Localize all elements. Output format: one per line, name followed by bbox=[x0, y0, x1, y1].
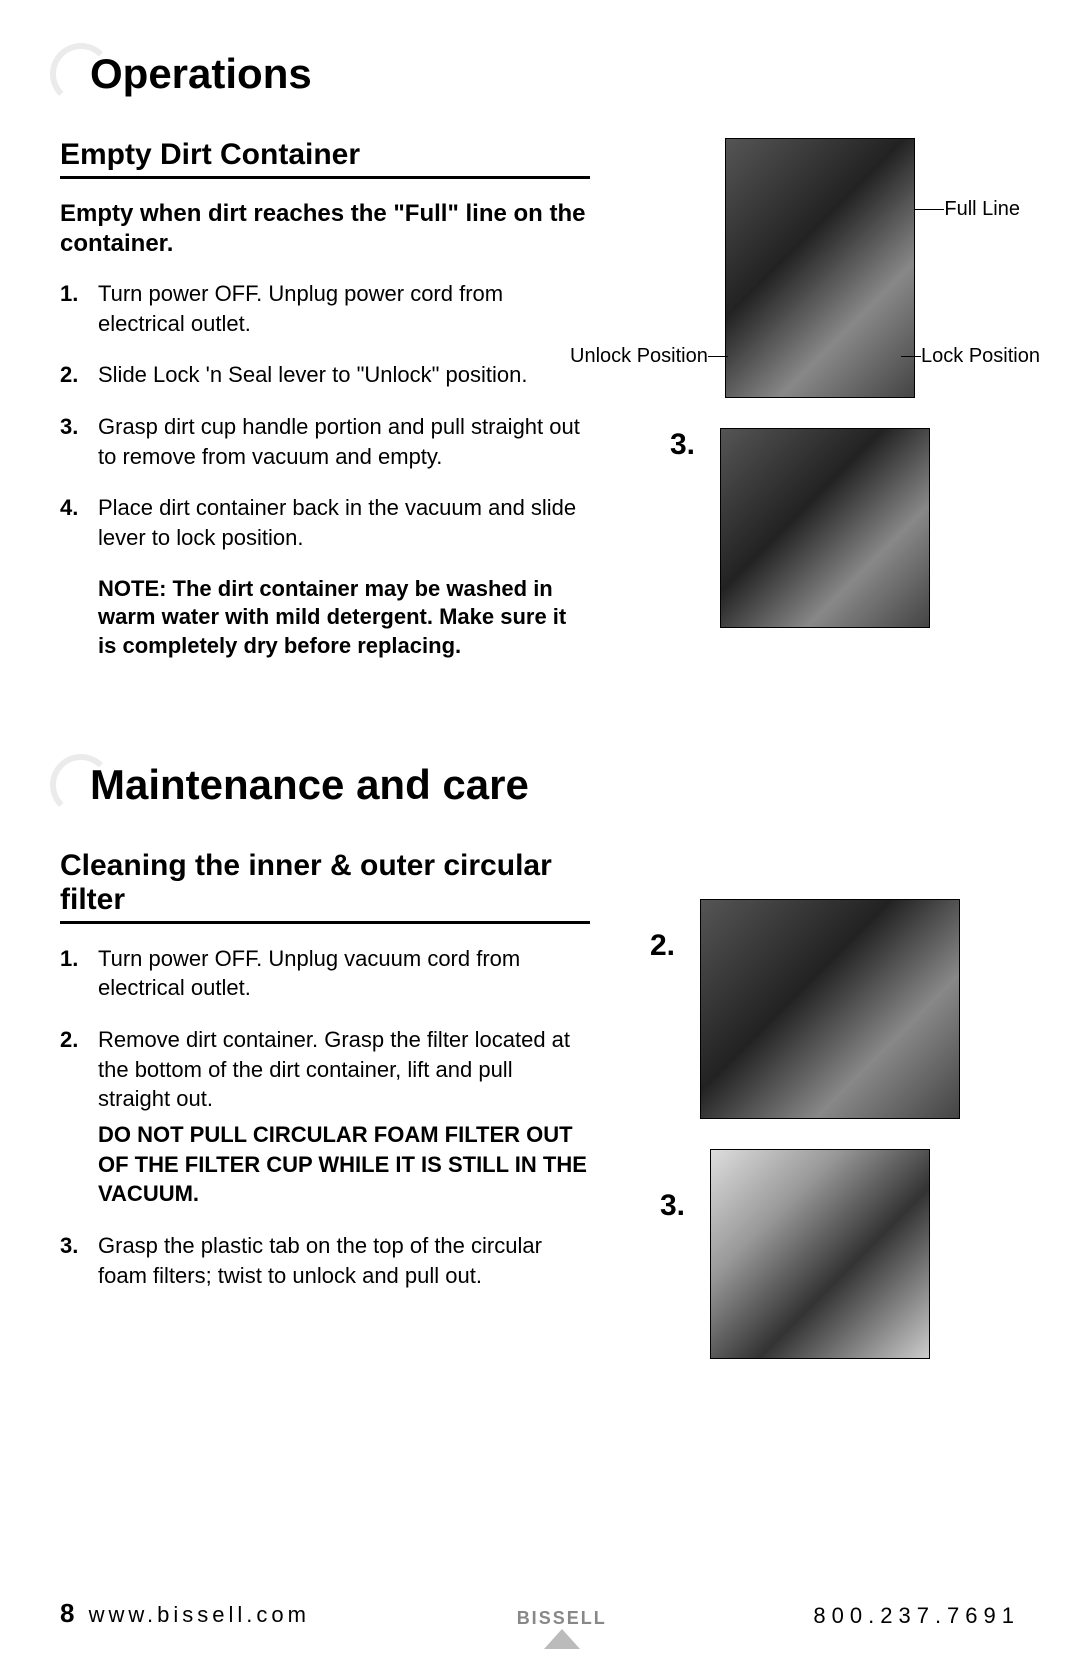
label-full-line: Full Line bbox=[914, 198, 1020, 221]
page-footer: 8 www.bissell.com BISSELL 800.237.7691 bbox=[60, 1598, 1020, 1629]
step-item: Turn power OFF. Unplug vacuum cord from … bbox=[60, 944, 590, 1003]
figure-vacuum-dirt-container bbox=[725, 138, 915, 398]
step-item: Remove dirt container. Grasp the filter … bbox=[60, 1025, 590, 1209]
step-item: Grasp the plastic tab on the top of the … bbox=[60, 1231, 590, 1290]
page-number: 8 bbox=[60, 1598, 74, 1628]
step-item: Place dirt container back in the vacuum … bbox=[60, 493, 590, 552]
maintenance-text-column: Cleaning the inner & outer circular filt… bbox=[60, 849, 590, 1389]
figure-number-3: 3. bbox=[670, 428, 695, 462]
label-unlock-position: Unlock Position bbox=[570, 345, 728, 368]
figure-number-2: 2. bbox=[650, 929, 675, 963]
label-lock-position: Lock Position bbox=[901, 345, 1040, 368]
figure-remove-filter bbox=[700, 899, 960, 1119]
note-empty-dirt: NOTE: The dirt container may be washed i… bbox=[60, 575, 590, 661]
figure-twist-filter bbox=[710, 1149, 930, 1359]
section-title-operations: Operations bbox=[60, 50, 1020, 98]
maintenance-figure-column: 2. 3. bbox=[620, 849, 1020, 1389]
section-title-maintenance: Maintenance and care bbox=[60, 761, 1020, 809]
step-item: Turn power OFF. Unplug power cord from e… bbox=[60, 279, 590, 338]
figure-number-3b: 3. bbox=[660, 1189, 685, 1223]
subsection-empty-dirt: Empty Dirt Container bbox=[60, 138, 590, 179]
footer-phone: 800.237.7691 bbox=[813, 1603, 1020, 1629]
operations-figure-column: Full Line Unlock Position Lock Position … bbox=[620, 138, 1020, 661]
warning-filter: DO NOT PULL CIRCULAR FOAM FILTER OUT OF … bbox=[98, 1120, 590, 1209]
footer-url: www.bissell.com bbox=[89, 1602, 310, 1627]
step-item: Slide Lock 'n Seal lever to "Unlock" pos… bbox=[60, 360, 590, 390]
subsection-clean-filter: Cleaning the inner & outer circular filt… bbox=[60, 849, 590, 924]
operations-text-column: Empty Dirt Container Empty when dirt rea… bbox=[60, 138, 590, 661]
step-item: Grasp dirt cup handle portion and pull s… bbox=[60, 412, 590, 471]
steps-clean-filter: Turn power OFF. Unplug vacuum cord from … bbox=[60, 944, 590, 1291]
bissell-logo: BISSELL bbox=[517, 1608, 607, 1629]
intro-empty-dirt: Empty when dirt reaches the "Full" line … bbox=[60, 199, 590, 259]
steps-empty-dirt: Turn power OFF. Unplug power cord from e… bbox=[60, 279, 590, 553]
step-text: Remove dirt container. Grasp the filter … bbox=[98, 1027, 570, 1111]
figure-remove-dirt-cup bbox=[720, 428, 930, 628]
